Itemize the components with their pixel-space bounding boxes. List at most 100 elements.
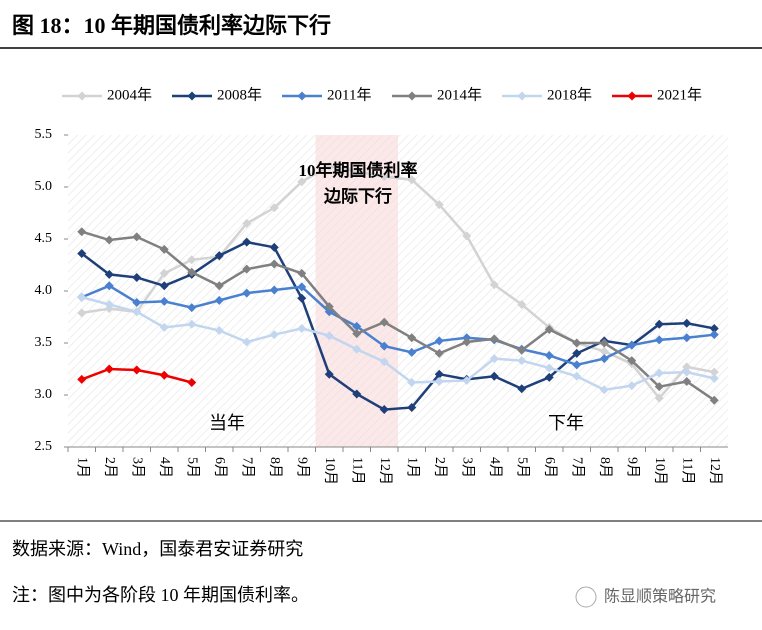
point [269, 242, 279, 252]
point [599, 346, 609, 356]
point [77, 308, 87, 318]
point [517, 384, 527, 394]
point [379, 357, 389, 367]
point [242, 337, 252, 347]
x-tick-label: 10月 [322, 457, 338, 485]
point [242, 218, 252, 228]
legend-label: 2018年 [547, 86, 592, 103]
y-tick-label: 2.5 [35, 439, 53, 454]
x-tick-label: 3月 [130, 457, 146, 478]
point [544, 363, 554, 373]
point [434, 348, 444, 358]
x-tick-label: 4月 [487, 457, 503, 478]
legend-marker [187, 91, 197, 101]
watermark: 陈显顺策略研究 [604, 587, 716, 606]
plot: 2.5 3.0 3.5 4.0 4.5 5.0 5.5 1月 2月 3月 4月 5月 6月 7月 8月 9月 1… [35, 127, 728, 485]
point [159, 322, 169, 332]
y-tick-label: 5.5 [35, 127, 53, 142]
legend-label: 2014年 [437, 86, 482, 103]
point [77, 249, 87, 259]
point [324, 331, 334, 341]
x-tick-label: 4月 [157, 457, 173, 478]
legend-marker [297, 91, 307, 101]
point [682, 318, 692, 328]
point [599, 338, 609, 348]
point [242, 288, 252, 298]
series-line [81, 164, 715, 401]
point [269, 330, 279, 340]
legend-label: 2008年 [217, 86, 262, 103]
point [709, 323, 719, 333]
chart-title: 图 18：10 年期国债利率边际下行 [12, 13, 331, 38]
point [517, 300, 527, 310]
point [132, 297, 142, 307]
point [242, 237, 252, 247]
point [654, 335, 664, 345]
point [489, 371, 499, 381]
point [297, 323, 307, 333]
point [324, 302, 334, 312]
point [654, 393, 664, 403]
legend-marker [627, 91, 637, 101]
point [709, 395, 719, 405]
point [462, 337, 472, 347]
point [709, 330, 719, 340]
point [187, 255, 197, 265]
y-tick-label: 3.0 [35, 387, 53, 402]
point [297, 293, 307, 303]
point [407, 333, 417, 343]
point [407, 378, 417, 388]
point [407, 347, 417, 357]
x-tick-label: 12月 [377, 457, 393, 485]
point [434, 369, 444, 379]
x-tick-label: 10月 [652, 457, 668, 485]
point [104, 235, 114, 245]
point [324, 161, 334, 171]
point [599, 385, 609, 395]
series-line [80, 240, 715, 411]
point [434, 376, 444, 386]
point [159, 370, 169, 380]
point [489, 334, 499, 344]
point [159, 296, 169, 306]
legend-label: 2011年 [327, 86, 371, 103]
x-tick-label: 11月 [680, 457, 696, 484]
point [77, 292, 87, 302]
point [682, 333, 692, 343]
source: 数据来源：Wind，国泰君安证券研究 [12, 539, 303, 559]
x-tick-label: 2月 [102, 457, 118, 478]
x-tick-label: 5月 [515, 457, 531, 478]
point [324, 369, 334, 379]
x-tick-label: 1月 [405, 457, 421, 478]
point [352, 329, 362, 339]
x-tick-label: 6月 [212, 457, 228, 478]
point [187, 303, 197, 313]
point [297, 282, 307, 292]
point [187, 319, 197, 329]
point [187, 267, 197, 277]
highlight-band [315, 135, 398, 447]
point [379, 317, 389, 327]
point [159, 281, 169, 291]
point [379, 341, 389, 351]
point [489, 280, 499, 290]
point [352, 321, 362, 331]
y-tick-label: 4.5 [35, 231, 53, 246]
x-tick-label: 9月 [295, 457, 311, 478]
point [104, 281, 114, 291]
legend-marker [517, 91, 527, 101]
point [352, 344, 362, 354]
point [77, 227, 87, 237]
point [269, 259, 279, 269]
point [654, 319, 664, 329]
x-tick-label: 11月 [350, 457, 366, 484]
point [407, 175, 417, 185]
x-tick-label: 5月 [185, 457, 201, 478]
point [214, 295, 224, 305]
point [682, 367, 692, 377]
point [214, 251, 224, 261]
watermark-icon [575, 586, 597, 608]
point [544, 350, 554, 360]
annotation: 下年 [548, 413, 584, 433]
